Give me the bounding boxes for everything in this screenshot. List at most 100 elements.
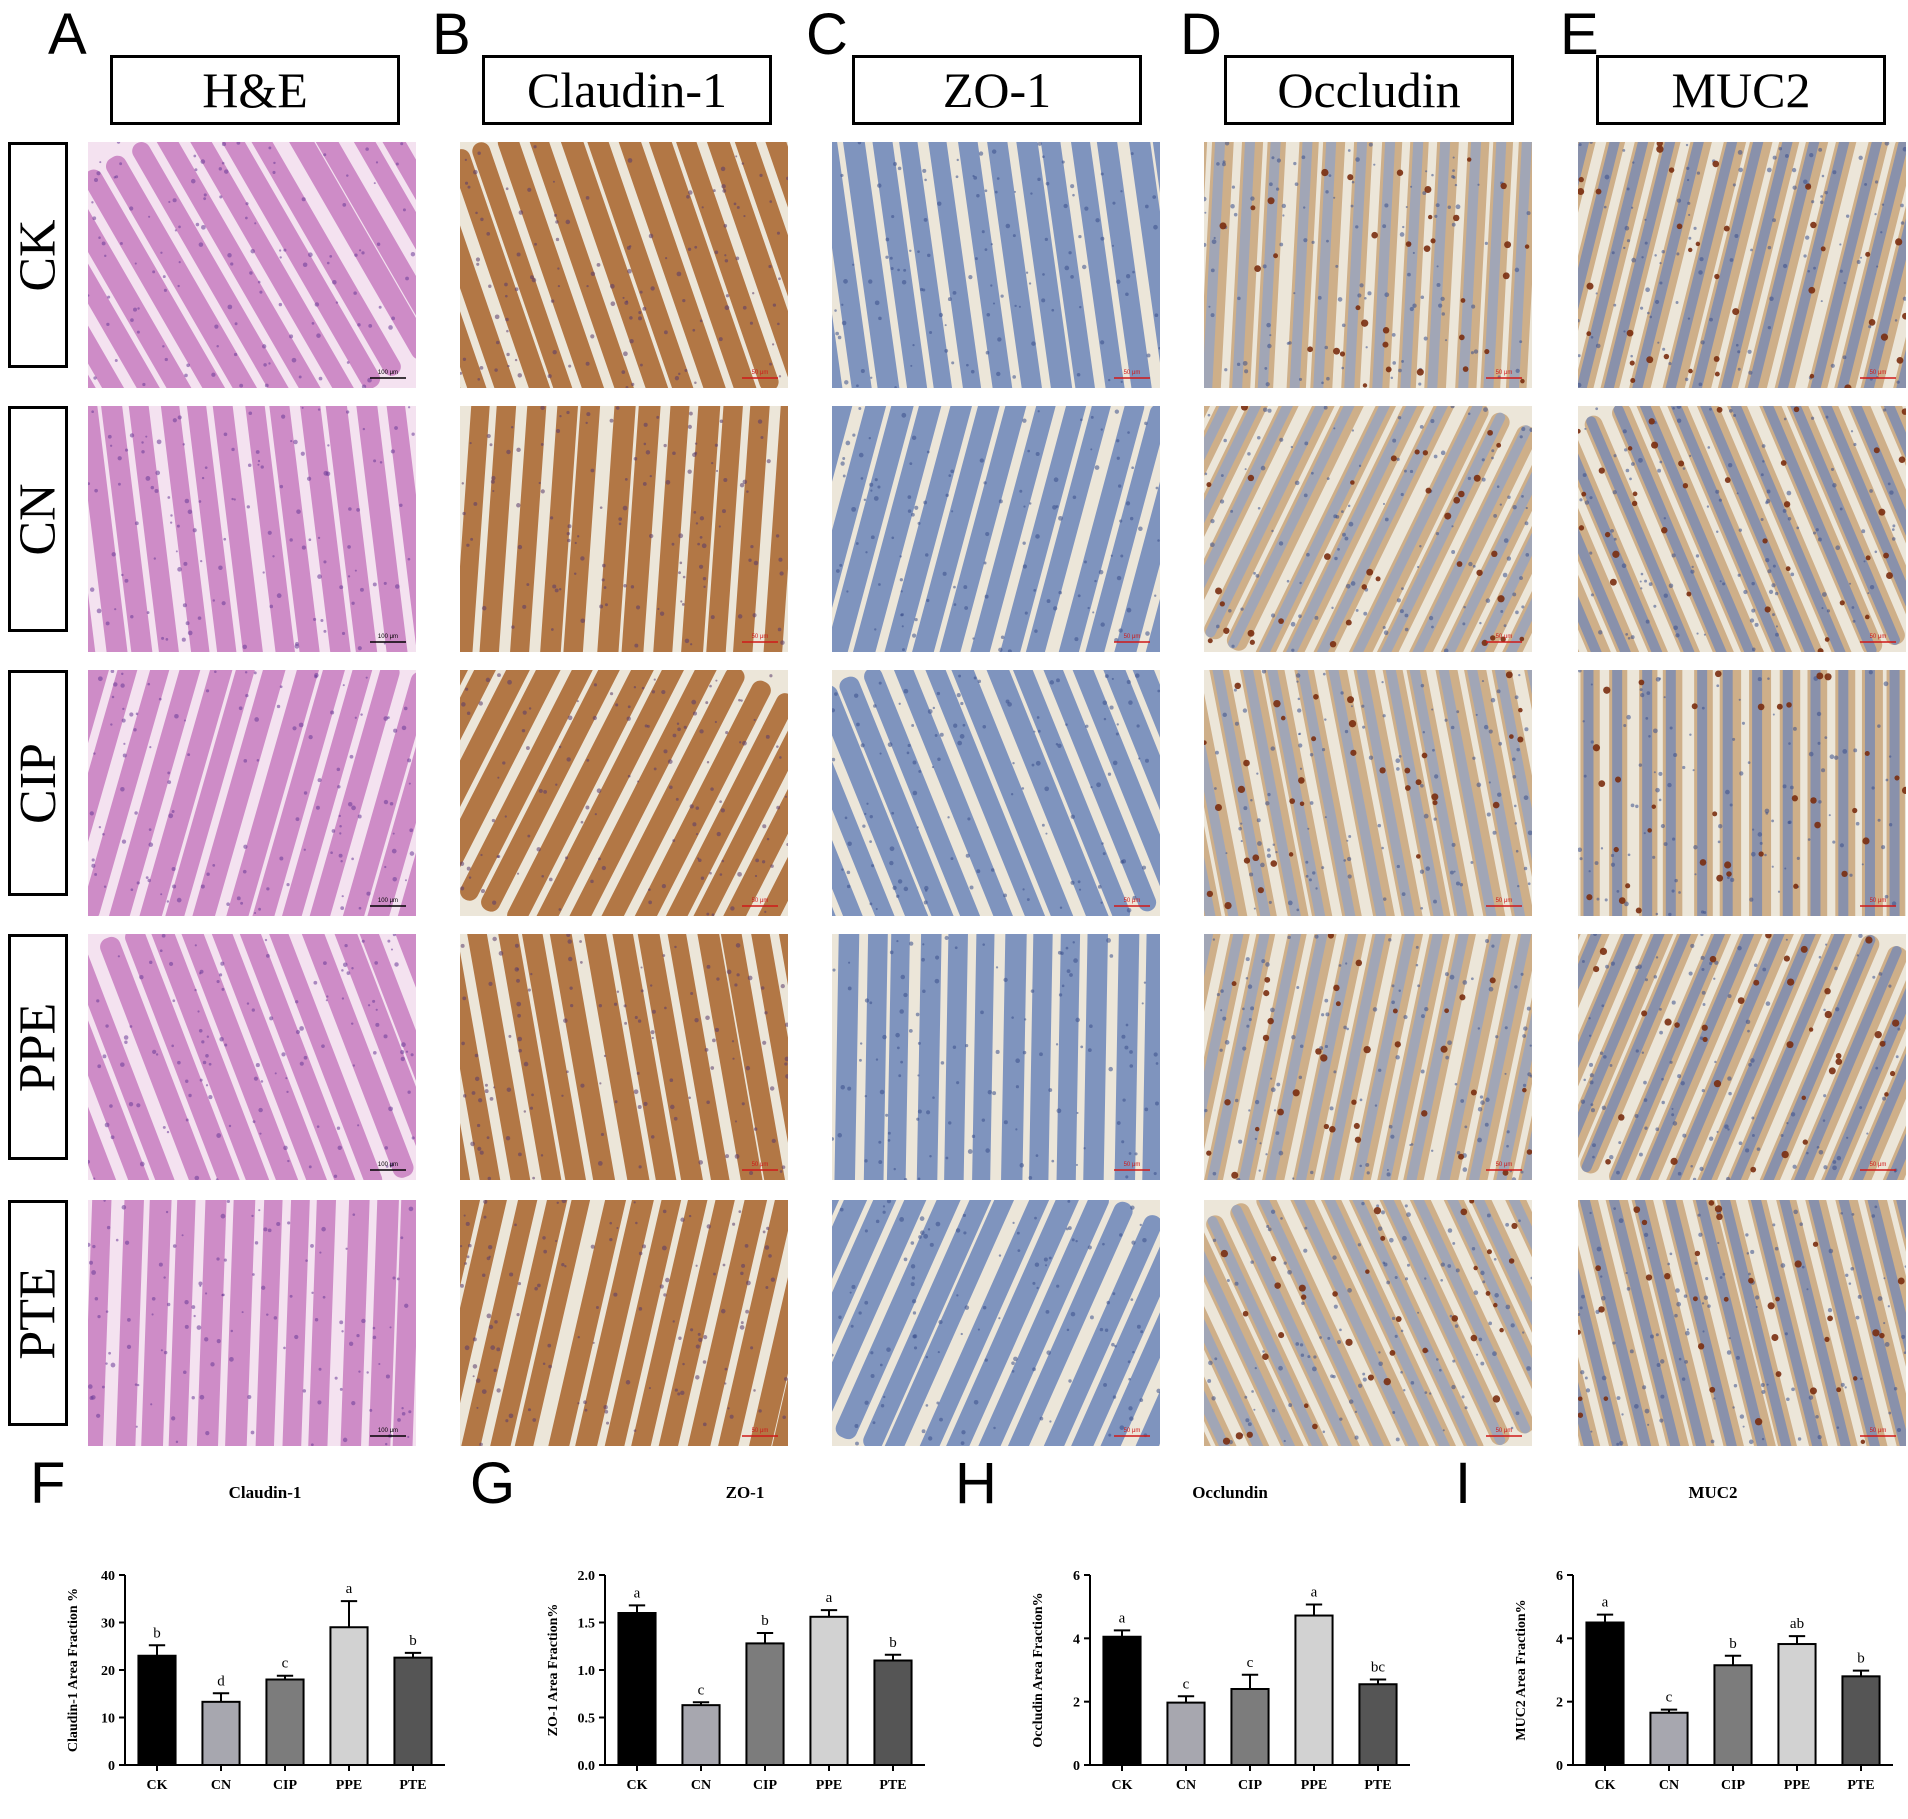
- row-header-label: CN: [9, 482, 67, 556]
- scale-bar-label: 50 μm: [1124, 1428, 1141, 1434]
- micrograph-he-ck: 100 μm: [88, 142, 416, 388]
- micrograph-zo1-pte: 50 μm: [832, 1200, 1160, 1446]
- y-tick-label: 10: [101, 1712, 115, 1727]
- chart-title: MUC2: [1688, 1483, 1737, 1502]
- scale-bar-label: 100 μm: [378, 1428, 398, 1434]
- significance-letter: a: [1602, 1595, 1609, 1611]
- bar-cip: [1713, 1664, 1753, 1766]
- y-tick-label: 6: [1073, 1569, 1080, 1584]
- column-header-occludin: Occludin: [1224, 55, 1514, 125]
- x-tick-label: CN: [211, 1778, 231, 1793]
- bar-cn: [1166, 1701, 1206, 1767]
- bar-ppe: [1294, 1614, 1334, 1766]
- y-tick-label: 0: [1556, 1759, 1563, 1774]
- micrograph-occludin-cn: 50 μm: [1204, 406, 1532, 652]
- significance-letter: b: [1729, 1636, 1737, 1652]
- x-tick-label: CK: [147, 1778, 168, 1793]
- y-axis-label: ZO-1 Area Fraction%: [546, 1604, 561, 1737]
- scale-bar-label: 50 μm: [1496, 634, 1513, 640]
- micrograph-claudin1-ppe: 50 μm: [460, 934, 788, 1180]
- chart-title: ZO-1: [726, 1483, 765, 1502]
- scale-bar-label: 100 μm: [378, 898, 398, 904]
- panel-letter-d: D: [1180, 2, 1222, 67]
- x-tick-label: CK: [1112, 1778, 1133, 1793]
- scale-bar-label: 50 μm: [752, 1162, 769, 1168]
- x-tick-label: CIP: [273, 1778, 298, 1793]
- x-tick-label: CIP: [753, 1778, 778, 1793]
- chart-title: Occlundin: [1192, 1483, 1268, 1502]
- column-header-claudin-1: Claudin-1: [482, 55, 772, 125]
- row-header-label: CIP: [9, 742, 67, 824]
- significance-letter: a: [634, 1585, 641, 1601]
- bar-cip: [1230, 1688, 1270, 1766]
- micrograph-claudin1-ck: 50 μm: [460, 142, 788, 388]
- significance-letter: c: [282, 1656, 289, 1672]
- bar-cip: [265, 1678, 305, 1766]
- row-header-label: PTE: [9, 1266, 67, 1360]
- bar-ck: [617, 1612, 657, 1766]
- scale-bar-label: 50 μm: [752, 370, 769, 376]
- y-tick-label: 2.0: [578, 1569, 596, 1584]
- y-axis-label: Occludin Area Fraction%: [1031, 1592, 1046, 1747]
- micrograph-muc2-cn: 50 μm: [1578, 406, 1906, 652]
- row-header-cip: CIP: [8, 670, 68, 896]
- significance-letter: c: [1247, 1655, 1254, 1671]
- micrograph-he-pte: 100 μm: [88, 1200, 416, 1446]
- micrograph-claudin1-pte: 50 μm: [460, 1200, 788, 1446]
- micrograph-occludin-ck: 50 μm: [1204, 142, 1532, 388]
- panel-letter-a: A: [48, 2, 87, 67]
- micrograph-he-ppe: 100 μm: [88, 934, 416, 1180]
- x-tick-label: CN: [691, 1778, 711, 1793]
- micrograph-claudin1-cn: 50 μm: [460, 406, 788, 652]
- micrograph-muc2-cip: 50 μm: [1578, 670, 1906, 916]
- scale-bar-label: 50 μm: [1870, 370, 1887, 376]
- micrograph-occludin-cip: 50 μm: [1204, 670, 1532, 916]
- scale-bar-label: 50 μm: [1870, 1428, 1887, 1434]
- micrograph-muc2-ppe: 50 μm: [1578, 934, 1906, 1180]
- panel-letter-b: B: [432, 2, 471, 67]
- scale-bar-label: 50 μm: [1496, 898, 1513, 904]
- x-tick-label: CN: [1176, 1778, 1196, 1793]
- bar-pte: [1358, 1683, 1398, 1766]
- chart-occludin: Occlundin 0 2 4 6 Occludin Area Fraction% a CK c…: [1005, 1480, 1425, 1815]
- y-tick-label: 0.0: [578, 1759, 596, 1774]
- significance-letter: c: [698, 1682, 705, 1698]
- scale-bar-label: 50 μm: [1496, 1428, 1513, 1434]
- row-header-pte: PTE: [8, 1200, 68, 1426]
- y-tick-label: 4: [1556, 1632, 1563, 1647]
- bar-ppe: [809, 1615, 849, 1766]
- micrograph-occludin-pte: 50 μm: [1204, 1200, 1532, 1446]
- significance-letter: c: [1183, 1676, 1190, 1692]
- scale-bar-label: 50 μm: [752, 898, 769, 904]
- micrograph-he-cip: 100 μm: [88, 670, 416, 916]
- x-tick-label: PPE: [1301, 1778, 1327, 1793]
- significance-letter: b: [889, 1635, 897, 1651]
- bar-cn: [201, 1700, 241, 1766]
- micrograph-muc2-ck: 50 μm: [1578, 142, 1906, 388]
- x-tick-label: CK: [627, 1778, 648, 1793]
- significance-letter: a: [346, 1581, 353, 1597]
- bar-pte: [393, 1656, 433, 1766]
- y-axis-label: MUC2 Area Fraction%: [1514, 1599, 1529, 1740]
- x-tick-label: PTE: [1847, 1778, 1874, 1793]
- scale-bar-label: 50 μm: [1124, 1162, 1141, 1168]
- x-tick-label: PPE: [336, 1778, 362, 1793]
- panel-letter-f: F: [30, 1451, 66, 1516]
- x-tick-label: PTE: [1364, 1778, 1391, 1793]
- scale-bar-label: 50 μm: [752, 634, 769, 640]
- column-header-he: H&E: [110, 55, 400, 125]
- bar-cn: [681, 1704, 721, 1766]
- bar-cn: [1649, 1711, 1689, 1766]
- x-tick-label: CN: [1659, 1778, 1679, 1793]
- panel-letter-h: H: [955, 1451, 997, 1516]
- y-tick-label: 4: [1073, 1632, 1080, 1647]
- x-tick-label: CIP: [1721, 1778, 1746, 1793]
- chart-zo-1: ZO-1 0.0 0.5 1.0 1.5 2.0 ZO-1 Area Fraction% a C…: [520, 1480, 940, 1815]
- row-header-cn: CN: [8, 406, 68, 632]
- scale-bar-label: 50 μm: [1870, 634, 1887, 640]
- bar-ppe: [1777, 1643, 1817, 1767]
- significance-letter: b: [761, 1613, 769, 1629]
- significance-letter: d: [217, 1673, 225, 1689]
- micrograph-muc2-pte: 50 μm: [1578, 1200, 1906, 1446]
- panel-letter-g: G: [470, 1451, 516, 1516]
